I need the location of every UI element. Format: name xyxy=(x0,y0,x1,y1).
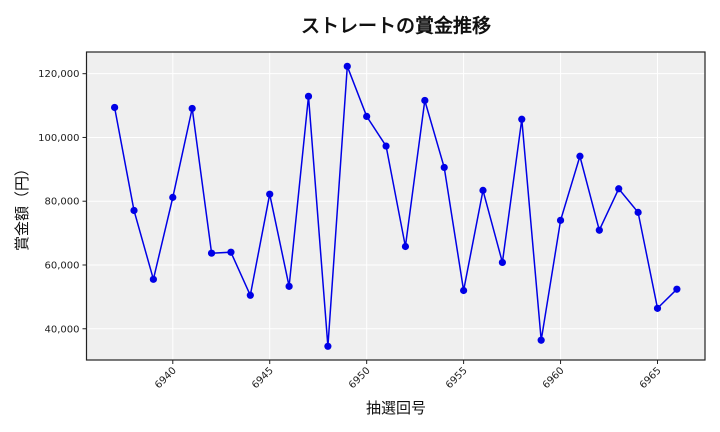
y-tick-label: 120,000 xyxy=(38,69,79,80)
plot-frame xyxy=(85,51,706,361)
data-point xyxy=(673,285,681,293)
data-point xyxy=(246,291,254,299)
data-point xyxy=(615,185,623,193)
y-axis-label: 賞金額（円） xyxy=(13,161,31,251)
y-tick-label: 60,000 xyxy=(45,260,80,271)
data-point xyxy=(324,342,332,350)
data-point xyxy=(130,206,138,215)
data-point xyxy=(460,286,468,295)
data-point xyxy=(595,226,603,234)
data-point xyxy=(149,275,157,283)
data-point xyxy=(207,249,216,257)
x-tick-label: 6940 xyxy=(153,365,179,391)
data-point xyxy=(498,258,506,267)
data-point xyxy=(304,92,313,100)
data-point xyxy=(266,190,274,198)
data-point xyxy=(111,103,119,112)
data-point xyxy=(343,62,351,70)
y-tick-label: 40,000 xyxy=(45,324,80,335)
data-point xyxy=(188,104,196,113)
data-point xyxy=(537,336,545,344)
x-tick-label: 6960 xyxy=(541,365,567,391)
data-point xyxy=(556,216,565,224)
data-point xyxy=(382,142,390,150)
chart-title: ストレートの賞金推移 xyxy=(301,14,491,37)
data-point xyxy=(479,186,487,194)
y-axis-ticks: 40,000 60,000 80,000 100,000 120,000 xyxy=(38,69,87,335)
data-point xyxy=(421,96,429,105)
data-series xyxy=(111,62,681,350)
data-point xyxy=(363,112,371,121)
y-tick-label: 80,000 xyxy=(45,197,80,208)
x-tick-label: 6950 xyxy=(347,365,373,391)
data-point xyxy=(518,115,526,123)
series-line xyxy=(113,66,678,347)
grid-lines xyxy=(86,52,705,360)
plot-area xyxy=(86,52,705,360)
data-point xyxy=(227,248,235,256)
data-point xyxy=(634,208,642,216)
data-point xyxy=(440,163,448,172)
data-point xyxy=(401,242,410,251)
x-tick-label: 6945 xyxy=(250,365,276,391)
data-point xyxy=(169,193,177,201)
data-point xyxy=(576,152,584,160)
x-axis-ticks: 6940 6945 6950 6955 6960 6965 xyxy=(153,360,664,391)
data-point xyxy=(285,282,293,290)
data-point xyxy=(653,304,662,312)
x-tick-label: 6955 xyxy=(444,365,470,391)
x-tick-label: 6965 xyxy=(638,365,664,391)
x-axis-label: 抽選回号 xyxy=(366,399,426,417)
y-tick-label: 100,000 xyxy=(38,133,79,144)
